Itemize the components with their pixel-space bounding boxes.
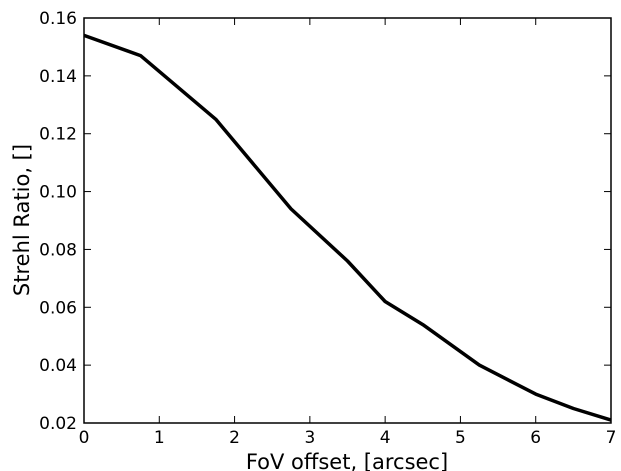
y-tick-label: 0.06 <box>39 298 77 318</box>
x-tick-label: 4 <box>380 428 391 448</box>
x-tick-label: 7 <box>606 428 617 448</box>
series-layer <box>83 33 612 422</box>
y-axis-ticks: 0.02 0.04 0.06 0.08 0.10 0.12 0.14 0.16 <box>39 9 611 434</box>
y-axis-label: Strehl Ratio, [] <box>10 144 34 296</box>
x-axis-label: FoV offset, [arcsec] <box>246 450 448 471</box>
x-tick-label: 1 <box>154 428 165 448</box>
x-tick-label: 5 <box>455 428 466 448</box>
y-tick-label: 0.14 <box>39 67 77 87</box>
x-tick-label: 0 <box>79 428 90 448</box>
y-tick-label: 0.04 <box>39 356 77 376</box>
y-tick-label: 0.02 <box>39 414 77 434</box>
x-tick-label: 3 <box>304 428 315 448</box>
y-tick-label: 0.16 <box>39 9 77 29</box>
x-tick-label: 2 <box>229 428 240 448</box>
x-axis-ticks: 0 1 2 3 4 5 6 7 <box>79 18 617 448</box>
x-tick-label: 6 <box>530 428 541 448</box>
y-tick-label: 0.10 <box>39 183 77 203</box>
plot-frame <box>83 17 612 424</box>
y-tick-label: 0.08 <box>39 240 77 260</box>
y-tick-label: 0.12 <box>39 125 77 145</box>
series-line-0 <box>83 33 612 422</box>
